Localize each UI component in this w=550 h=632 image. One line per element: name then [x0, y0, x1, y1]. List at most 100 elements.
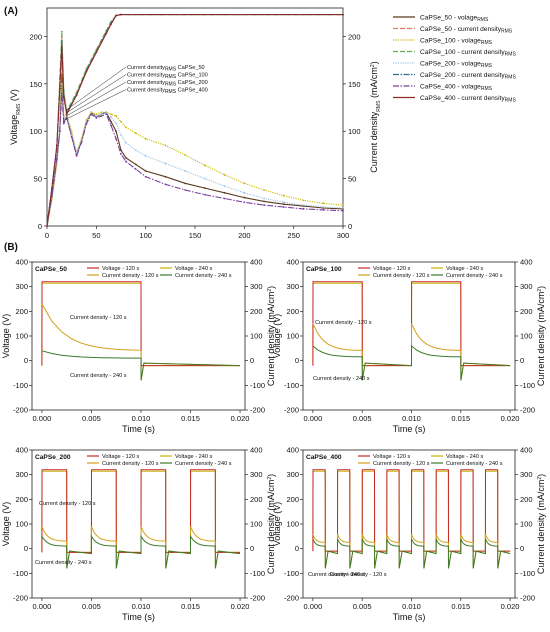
legend-entry-main-2: CaPSe_100 - volage [420, 38, 481, 45]
data-point-a-2 [110, 116, 113, 118]
x-tick-label: 0.000 [33, 602, 52, 611]
annotation-b: Current density - 120 s [70, 315, 127, 321]
data-point-a-7 [105, 32, 108, 35]
y-right-axis-label: Current densityRMS (mA/cm2) [369, 61, 382, 172]
y-left-tick-label: 300 [286, 282, 299, 291]
chart-b-2: 0.000 0.005 0.010 0.015 0.020-200 -200-100 -10… [272, 258, 546, 435]
data-point-a-1 [164, 144, 167, 147]
y-left-tick-label: 150 [29, 80, 42, 89]
data-point-a-2 [184, 170, 187, 172]
x-tick-label: 0.015 [181, 414, 200, 423]
data-point-a-3 [263, 204, 265, 207]
y-left-tick-label: -200 [284, 406, 299, 415]
x-tick-label: 0.010 [402, 414, 421, 423]
y-right-tick-label: 200 [250, 307, 263, 316]
y-right-tick-label: 150 [348, 80, 361, 89]
data-point-a-1 [243, 182, 246, 185]
data-point-a-2 [58, 132, 61, 135]
y-right-tick-label: 0 [250, 544, 254, 553]
legend-entry-3: CaPSe_100 - current densityRMS [420, 49, 516, 58]
legend-entry-b: Voltage - 120 s [373, 266, 411, 272]
data-point-a-1 [263, 189, 265, 191]
data-point-a-7 [46, 225, 48, 227]
y-right-tick-label: 300 [250, 470, 263, 479]
x-tick-label: 250 [287, 231, 300, 240]
data-point-a-7 [62, 96, 65, 98]
y-left-tick-label: 200 [29, 32, 42, 41]
y-right-tick-label: 400 [250, 446, 263, 455]
annotation-main-2: Current density [127, 80, 165, 86]
data-point-a-3 [302, 208, 305, 210]
x-tick-label: 0.005 [82, 414, 101, 423]
annotation-3: Current densityRMS CaPSe_400 [127, 88, 208, 96]
data-point-a-3 [62, 122, 65, 125]
data-point-a-1 [223, 173, 226, 176]
legend-entry-b: Voltage - 240 s [446, 454, 484, 460]
y-right-label-sup: 2 [370, 64, 376, 67]
legend-entry-main-1: CaPSe_50 - current density [420, 26, 502, 33]
y-left-axis-label: Voltage (V) [1, 502, 11, 547]
x-tick-label: 0.005 [353, 602, 372, 611]
y-left-tick-label: 200 [286, 495, 299, 504]
data-point-a-3 [223, 197, 226, 200]
data-point-a-3 [184, 189, 187, 191]
data-point-a-7 [75, 94, 78, 97]
y-left-tick-label: 0 [295, 544, 299, 553]
y-right-tick-label: 200 [348, 32, 361, 41]
series-line-b-1 [41, 281, 240, 367]
legend-entry-main-6: CaPSe_400 - volage [420, 84, 481, 91]
x-tick-label: 0.005 [353, 414, 372, 423]
y-left-axis-label: Voltage (V) [1, 314, 11, 359]
y-left-axis-label: VoltageRMS (V) [9, 89, 22, 145]
y-left-label-unit: (V) [9, 89, 19, 104]
y-right-label-sub: RMS [376, 100, 382, 112]
legend-entry-b: Current density - 120 s [373, 461, 430, 467]
data-point-a-0 [115, 130, 117, 133]
y-left-tick-label: 0 [24, 356, 28, 365]
legend-entry-sub-1: RMS [501, 29, 513, 35]
y-left-tick-label: 100 [286, 332, 299, 341]
y-right-label-sup: 2 [537, 289, 543, 292]
legend-entry-sub-4: RMS [481, 63, 493, 69]
data-point-a-1 [342, 204, 344, 207]
series-line-b-2 [312, 323, 511, 381]
data-point-a-0 [203, 187, 206, 189]
y-left-tick-label: 300 [15, 470, 28, 479]
annotation-line-3 [65, 89, 127, 120]
legend-entry-sub-3: RMS [505, 52, 517, 58]
legend-entry-sub-6: RMS [481, 86, 493, 92]
legend-entry-sub-0: RMS [477, 17, 489, 23]
x-tick-label: 0.015 [451, 414, 470, 423]
data-point-a-2 [125, 141, 127, 144]
y-right-tick-label: 100 [348, 127, 361, 136]
data-point-a-7 [95, 51, 98, 54]
y-left-tick-label: -200 [13, 406, 28, 415]
series-line-a-2 [46, 83, 344, 227]
y-left-tick-label: 300 [15, 282, 28, 291]
annotation-b: Current density - 120 s [315, 320, 372, 326]
data-point-a-2 [115, 122, 117, 125]
x-tick-label: 300 [337, 231, 350, 240]
y-right-tick-label: -200 [520, 406, 535, 415]
series-line-a-6 [46, 14, 343, 227]
y-right-label-sup: 2 [267, 477, 273, 480]
data-point-a-7 [51, 187, 53, 189]
data-point-a-2 [70, 134, 73, 136]
data-point-a-3 [100, 115, 103, 117]
y-left-tick-label: -200 [284, 594, 299, 603]
y-right-tick-label: 100 [250, 520, 263, 529]
y-right-tick-label: 300 [250, 282, 263, 291]
y-right-axis-label: Current density (mA/cm2) [266, 474, 276, 574]
y-left-label-main: Voltage [9, 115, 19, 145]
y-right-tick-label: 0 [250, 356, 254, 365]
data-point-a-1 [85, 118, 88, 121]
y-left-tick-label: -100 [284, 381, 299, 390]
data-point-a-0 [263, 200, 265, 203]
data-point-a-3 [58, 130, 61, 133]
y-left-tick-label: 100 [15, 520, 28, 529]
data-point-a-3 [243, 201, 246, 204]
legend-entry-b: Current density - 120 s [373, 273, 430, 279]
y-left-tick-label: 100 [29, 127, 42, 136]
